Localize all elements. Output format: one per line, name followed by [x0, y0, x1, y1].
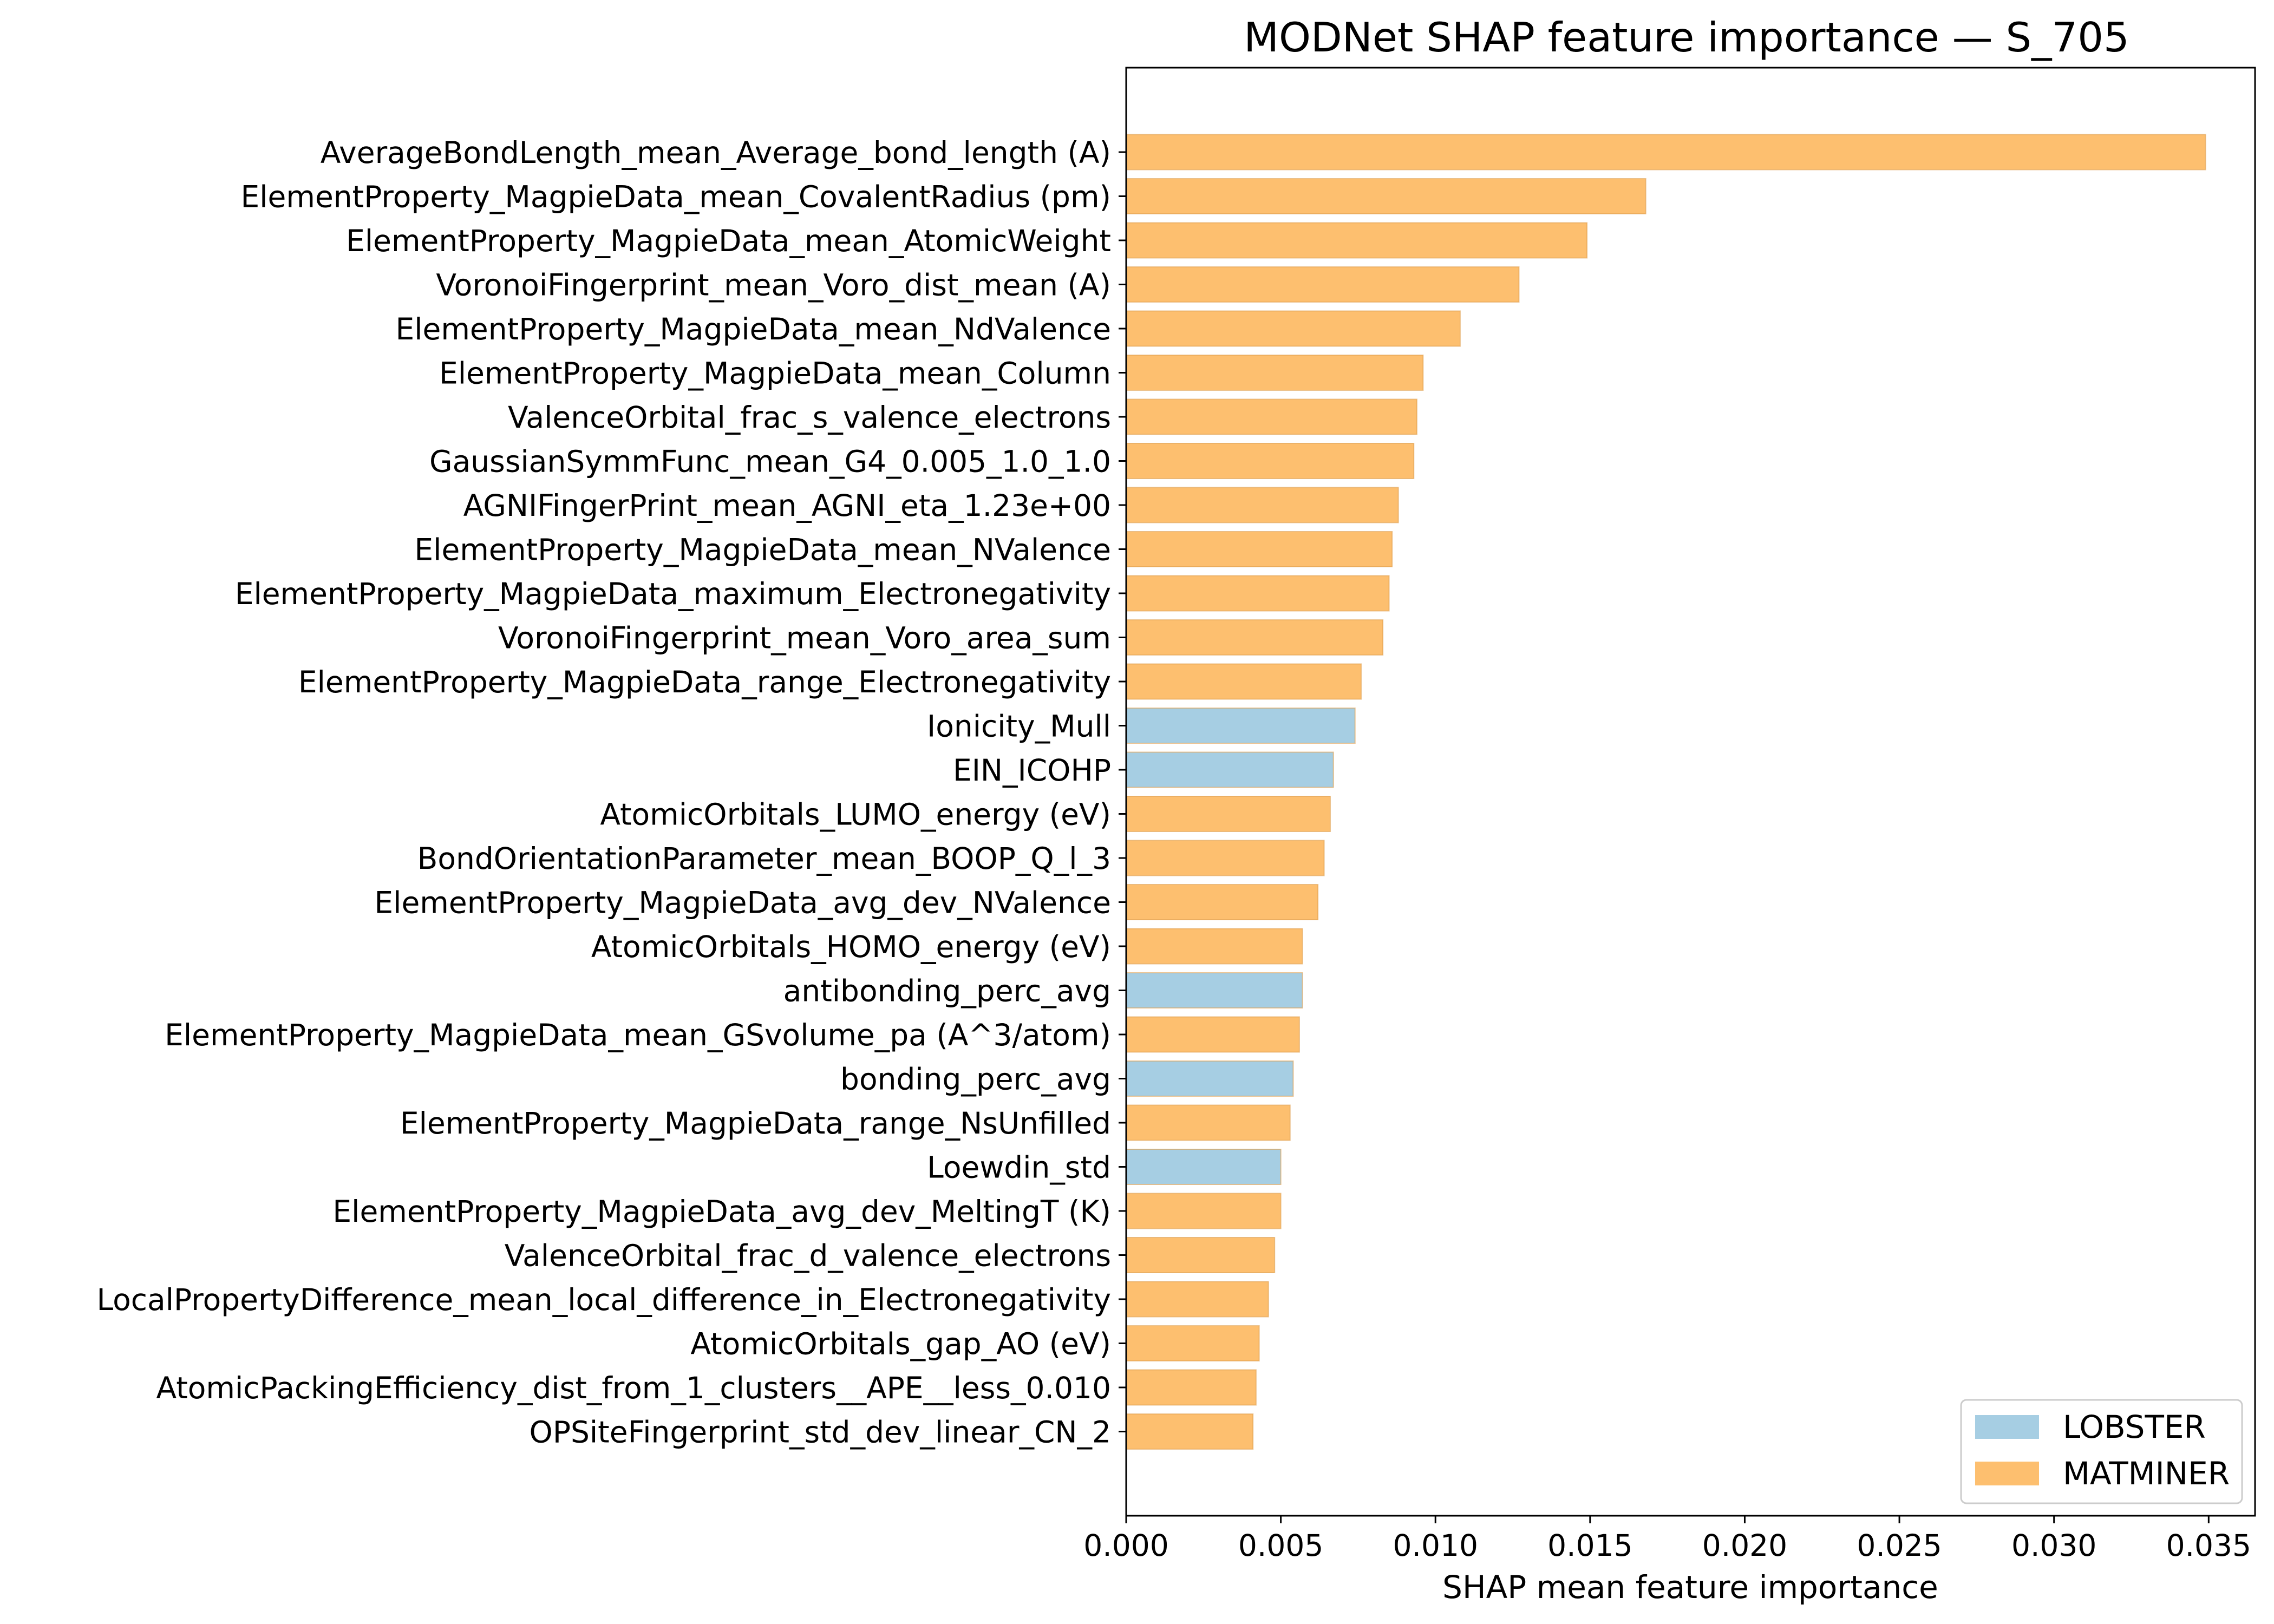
- y-tick-label: ElementProperty_MagpieData_maximum_Elect…: [235, 577, 1111, 611]
- y-tick-label: AtomicOrbitals_HOMO_energy (eV): [591, 929, 1111, 964]
- x-tick-label: 0.035: [2166, 1528, 2251, 1563]
- x-tick-label: 0.020: [1702, 1528, 1787, 1563]
- bar-matminer: [1126, 355, 1424, 391]
- plot-frame: [1125, 67, 2256, 1517]
- bar-matminer: [1126, 928, 1303, 965]
- bar-matminer: [1126, 1369, 1257, 1406]
- bar-matminer: [1126, 1193, 1282, 1229]
- y-tick-label: bonding_perc_avg: [840, 1062, 1111, 1097]
- bar-matminer: [1126, 619, 1384, 656]
- y-tick-label: AtomicPackingEfficiency_dist_from_1_clus…: [156, 1371, 1111, 1405]
- y-tick-label: LocalPropertyDifference_mean_local_diffe…: [96, 1282, 1111, 1317]
- bar-matminer: [1126, 134, 2206, 171]
- bar-matminer: [1126, 487, 1399, 523]
- y-tick-label: ElementProperty_MagpieData_mean_Covalent…: [241, 180, 1112, 214]
- y-tick-label: VoronoiFingerprint_mean_Voro_dist_mean (…: [436, 268, 1111, 303]
- y-tick-label: AGNIFingerPrint_mean_AGNI_eta_1.23e+00: [463, 488, 1111, 523]
- y-tick-label: Loewdin_std: [927, 1150, 1111, 1185]
- y-tick-label: ElementProperty_MagpieData_range_NsUnfil…: [400, 1106, 1111, 1141]
- bar-lobster: [1126, 972, 1303, 1009]
- bar-matminer: [1126, 443, 1415, 479]
- bar-matminer: [1126, 663, 1362, 700]
- bar-matminer: [1126, 310, 1461, 347]
- y-tick-label: ElementProperty_MagpieData_mean_Column: [439, 356, 1111, 391]
- bars-layer: [1126, 134, 2206, 1450]
- y-tick-label: AverageBondLength_mean_Average_bond_leng…: [321, 135, 1111, 170]
- bar-matminer: [1126, 1413, 1254, 1450]
- x-tick-label: 0.015: [1547, 1528, 1632, 1563]
- y-tick-label: VoronoiFingerprint_mean_Voro_area_sum: [498, 621, 1111, 656]
- bar-lobster: [1126, 1149, 1282, 1185]
- bar-matminer: [1126, 1016, 1300, 1053]
- x-tick-label: 0.025: [1857, 1528, 1942, 1563]
- y-tick-label: Ionicity_Mull: [927, 709, 1111, 744]
- bar-matminer: [1126, 222, 1588, 259]
- bar-matminer: [1126, 796, 1331, 832]
- bar-matminer: [1126, 398, 1417, 435]
- bar-lobster: [1126, 708, 1356, 744]
- y-tick-label: ValenceOrbital_frac_s_valence_electrons: [508, 400, 1111, 435]
- y-tick-label: AtomicOrbitals_gap_AO (eV): [690, 1327, 1111, 1361]
- legend-swatch-lobster: [1975, 1415, 2039, 1439]
- y-tick-label: antibonding_perc_avg: [783, 974, 1111, 1009]
- y-tick-label: OPSiteFingerprint_std_dev_linear_CN_2: [530, 1415, 1111, 1450]
- bar-matminer: [1126, 1104, 1291, 1141]
- legend: LOBSTER MATMINER: [1960, 1399, 2243, 1504]
- bar-matminer: [1126, 1237, 1276, 1273]
- bar-matminer: [1126, 178, 1646, 214]
- x-tick-label: 0.000: [1083, 1528, 1168, 1563]
- y-tick-label: ElementProperty_MagpieData_range_Electro…: [298, 665, 1111, 699]
- bar-matminer: [1126, 840, 1325, 876]
- chart-title: MODNet SHAP feature importance — S_705: [1244, 14, 2129, 61]
- x-tick-label: 0.030: [2011, 1528, 2096, 1563]
- x-tick-label: 0.010: [1393, 1528, 1478, 1563]
- y-tick-label: BondOrientationParameter_mean_BOOP_Q_l_3: [417, 841, 1111, 876]
- y-tick-label: AtomicOrbitals_LUMO_energy (eV): [600, 797, 1111, 832]
- legend-swatch-matminer: [1975, 1462, 2039, 1485]
- y-tick-label: EIN_ICOHP: [953, 753, 1111, 788]
- bar-matminer: [1126, 266, 1520, 303]
- y-tick-label: ElementProperty_MagpieData_mean_NValence: [414, 533, 1111, 567]
- x-axis-label: SHAP mean feature importance: [1442, 1569, 1938, 1606]
- x-tick-label: 0.005: [1238, 1528, 1323, 1563]
- bar-lobster: [1126, 751, 1334, 788]
- y-tick-label: ElementProperty_MagpieData_mean_AtomicWe…: [346, 224, 1111, 258]
- y-tick-labels: AverageBondLength_mean_Average_bond_leng…: [96, 135, 1126, 1450]
- bar-lobster: [1126, 1060, 1294, 1097]
- y-tick-label: ElementProperty_MagpieData_avg_dev_NVale…: [374, 886, 1111, 920]
- legend-label-matminer: MATMINER: [2063, 1455, 2230, 1492]
- y-tick-label: ValenceOrbital_frac_d_valence_electrons: [505, 1239, 1111, 1273]
- bar-matminer: [1126, 575, 1390, 612]
- y-tick-label: ElementProperty_MagpieData_mean_GSvolume…: [165, 1018, 1111, 1052]
- legend-label-lobster: LOBSTER: [2063, 1409, 2206, 1445]
- bar-matminer: [1126, 884, 1319, 920]
- y-tick-label: ElementProperty_MagpieData_avg_dev_Melti…: [332, 1194, 1111, 1229]
- y-tick-label: ElementProperty_MagpieData_mean_NdValenc…: [395, 312, 1111, 346]
- bar-matminer: [1126, 1325, 1260, 1361]
- bar-matminer: [1126, 1281, 1269, 1318]
- bar-matminer: [1126, 531, 1393, 567]
- y-tick-label: GaussianSymmFunc_mean_G4_0.005_1.0_1.0: [429, 444, 1111, 479]
- x-axis-ticks: 0.000 0.005 0.010 0.015 0.020 0.025 0.030 0.035: [1083, 1516, 2251, 1563]
